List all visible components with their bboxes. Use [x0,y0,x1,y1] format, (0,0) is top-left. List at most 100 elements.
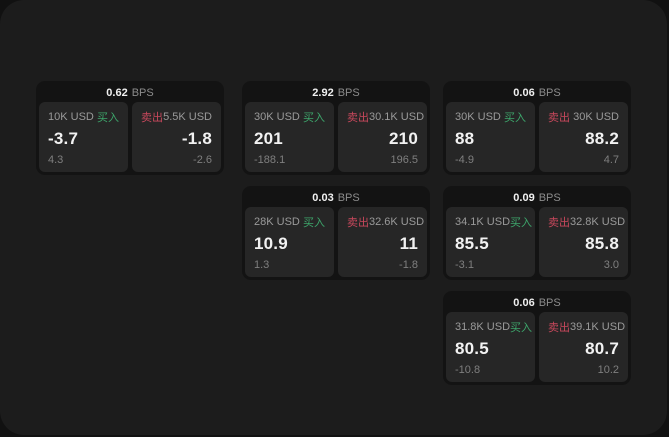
sell-side-label: 卖出 [347,217,369,229]
sell-amount: 32.8K USD [570,216,626,228]
sell-panel[interactable]: 卖出 32.8K USD 85.8 3.0 [539,207,628,277]
buy-price: 80.5 [455,339,489,359]
buy-delta: -10.8 [455,364,481,376]
sell-panel[interactable]: 卖出 5.5K USD -1.8 -2.6 [132,102,221,172]
buy-panel[interactable]: 34.1K USD 买入 85.5 -3.1 [446,207,535,277]
sell-delta: 196.5 [390,154,418,166]
spread-unit-label: BPS [538,296,561,309]
buy-top-row: 10K USD 买入 [48,109,119,125]
buy-delta: 1.3 [254,259,270,271]
sell-delta: 4.7 [603,154,619,166]
buy-price: 88 [455,129,475,149]
sell-side-label: 卖出 [548,322,570,334]
spread-value: 0.06 [513,296,535,309]
sell-panel[interactable]: 卖出 32.6K USD 11 -1.8 [338,207,427,277]
buy-panel[interactable]: 30K USD 买入 88 -4.9 [446,102,535,172]
sell-panel[interactable]: 卖出 30.1K USD 210 196.5 [338,102,427,172]
quote-card: 0.09 BPS 34.1K USD 买入 85.5 -3.1 卖出 32.8K… [443,186,631,280]
spread-unit-label: BPS [538,191,561,204]
spread-unit-label: BPS [131,86,154,99]
sell-side-label: 卖出 [141,112,163,124]
sell-delta: 3.0 [603,259,619,271]
buy-delta: -3.1 [455,259,474,271]
card-spread-header: 0.06 BPS [443,291,631,311]
sell-price: 88.2 [585,129,619,149]
sell-delta: -2.6 [193,154,212,166]
spread-unit-label: BPS [538,86,561,99]
buy-side-label: 买入 [510,217,533,229]
sell-top-row: 卖出 30.1K USD [347,109,424,125]
card-body: 30K USD 买入 201 -188.1 卖出 30.1K USD 210 1… [245,102,427,172]
sell-side-label: 卖出 [548,112,570,124]
buy-price: 85.5 [455,234,489,254]
card-spread-header: 0.06 BPS [443,81,631,101]
buy-delta: -4.9 [455,154,474,166]
spread-value: 0.09 [513,191,535,204]
sell-amount: 32.6K USD [369,216,425,228]
spread-value: 2.92 [312,86,334,99]
buy-side-label: 买入 [510,322,533,334]
sell-price: 80.7 [585,339,619,359]
buy-amount: 31.8K USD [455,321,511,333]
buy-side-label: 买入 [504,112,526,124]
buy-panel[interactable]: 28K USD 买入 10.9 1.3 [245,207,334,277]
sell-delta: -1.8 [399,259,418,271]
quote-card: 0.03 BPS 28K USD 买入 10.9 1.3 卖出 32.6K US… [242,186,430,280]
sell-top-row: 卖出 39.1K USD [548,319,625,335]
buy-price: 201 [254,129,283,149]
buy-price: -3.7 [48,129,79,149]
card-spread-header: 0.62 BPS [36,81,224,101]
buy-delta: -188.1 [254,154,286,166]
sell-price: -1.8 [181,129,212,149]
buy-amount: 30K USD [455,111,501,123]
sell-top-row: 卖出 32.6K USD [347,214,424,230]
buy-side-label: 买入 [303,217,325,229]
sell-side-label: 卖出 [347,112,369,124]
sell-amount: 5.5K USD [163,111,212,123]
buy-top-row: 28K USD 买入 [254,214,325,230]
buy-price: 10.9 [254,234,288,254]
sell-price: 210 [389,129,418,149]
spread-value: 0.62 [106,86,128,99]
card-body: 28K USD 买入 10.9 1.3 卖出 32.6K USD 11 -1.8 [245,207,427,277]
sell-delta: 10.2 [597,364,619,376]
buy-top-row: 30K USD 买入 [455,109,526,125]
buy-side-label: 买入 [97,112,119,124]
sell-top-row: 卖出 32.8K USD [548,214,625,230]
sell-price: 11 [399,234,418,254]
spread-value: 0.06 [513,86,535,99]
quote-card: 0.06 BPS 31.8K USD 买入 80.5 -10.8 卖出 39.1… [443,291,631,385]
sell-amount: 39.1K USD [570,321,626,333]
buy-top-row: 34.1K USD 买入 [455,214,532,230]
spread-value: 0.03 [312,191,334,204]
buy-panel[interactable]: 31.8K USD 买入 80.5 -10.8 [446,312,535,382]
buy-delta: 4.3 [48,154,64,166]
buy-side-label: 买入 [303,112,325,124]
quote-card: 0.06 BPS 30K USD 买入 88 -4.9 卖出 30K USD 8… [443,81,631,175]
quote-card: 0.62 BPS 10K USD 买入 -3.7 4.3 卖出 5.5K USD… [36,81,224,175]
buy-top-row: 30K USD 买入 [254,109,325,125]
buy-amount: 30K USD [254,111,300,123]
card-spread-header: 0.09 BPS [443,186,631,206]
buy-panel[interactable]: 30K USD 买入 201 -188.1 [245,102,334,172]
card-body: 34.1K USD 买入 85.5 -3.1 卖出 32.8K USD 85.8… [446,207,628,277]
spread-unit-label: BPS [337,86,360,99]
sell-top-row: 卖出 5.5K USD [141,109,212,125]
quote-card: 2.92 BPS 30K USD 买入 201 -188.1 卖出 30.1K … [242,81,430,175]
sell-amount: 30K USD [573,111,619,123]
buy-amount: 28K USD [254,216,300,228]
card-spread-header: 0.03 BPS [242,186,430,206]
sell-panel[interactable]: 卖出 30K USD 88.2 4.7 [539,102,628,172]
sell-amount: 30.1K USD [369,111,425,123]
buy-amount: 10K USD [48,111,94,123]
sell-panel[interactable]: 卖出 39.1K USD 80.7 10.2 [539,312,628,382]
card-body: 10K USD 买入 -3.7 4.3 卖出 5.5K USD -1.8 -2.… [39,102,221,172]
card-body: 30K USD 买入 88 -4.9 卖出 30K USD 88.2 4.7 [446,102,628,172]
buy-panel[interactable]: 10K USD 买入 -3.7 4.3 [39,102,128,172]
sell-price: 85.8 [585,234,619,254]
buy-amount: 34.1K USD [455,216,511,228]
sell-side-label: 卖出 [548,217,570,229]
buy-top-row: 31.8K USD 买入 [455,319,532,335]
card-body: 31.8K USD 买入 80.5 -10.8 卖出 39.1K USD 80.… [446,312,628,382]
